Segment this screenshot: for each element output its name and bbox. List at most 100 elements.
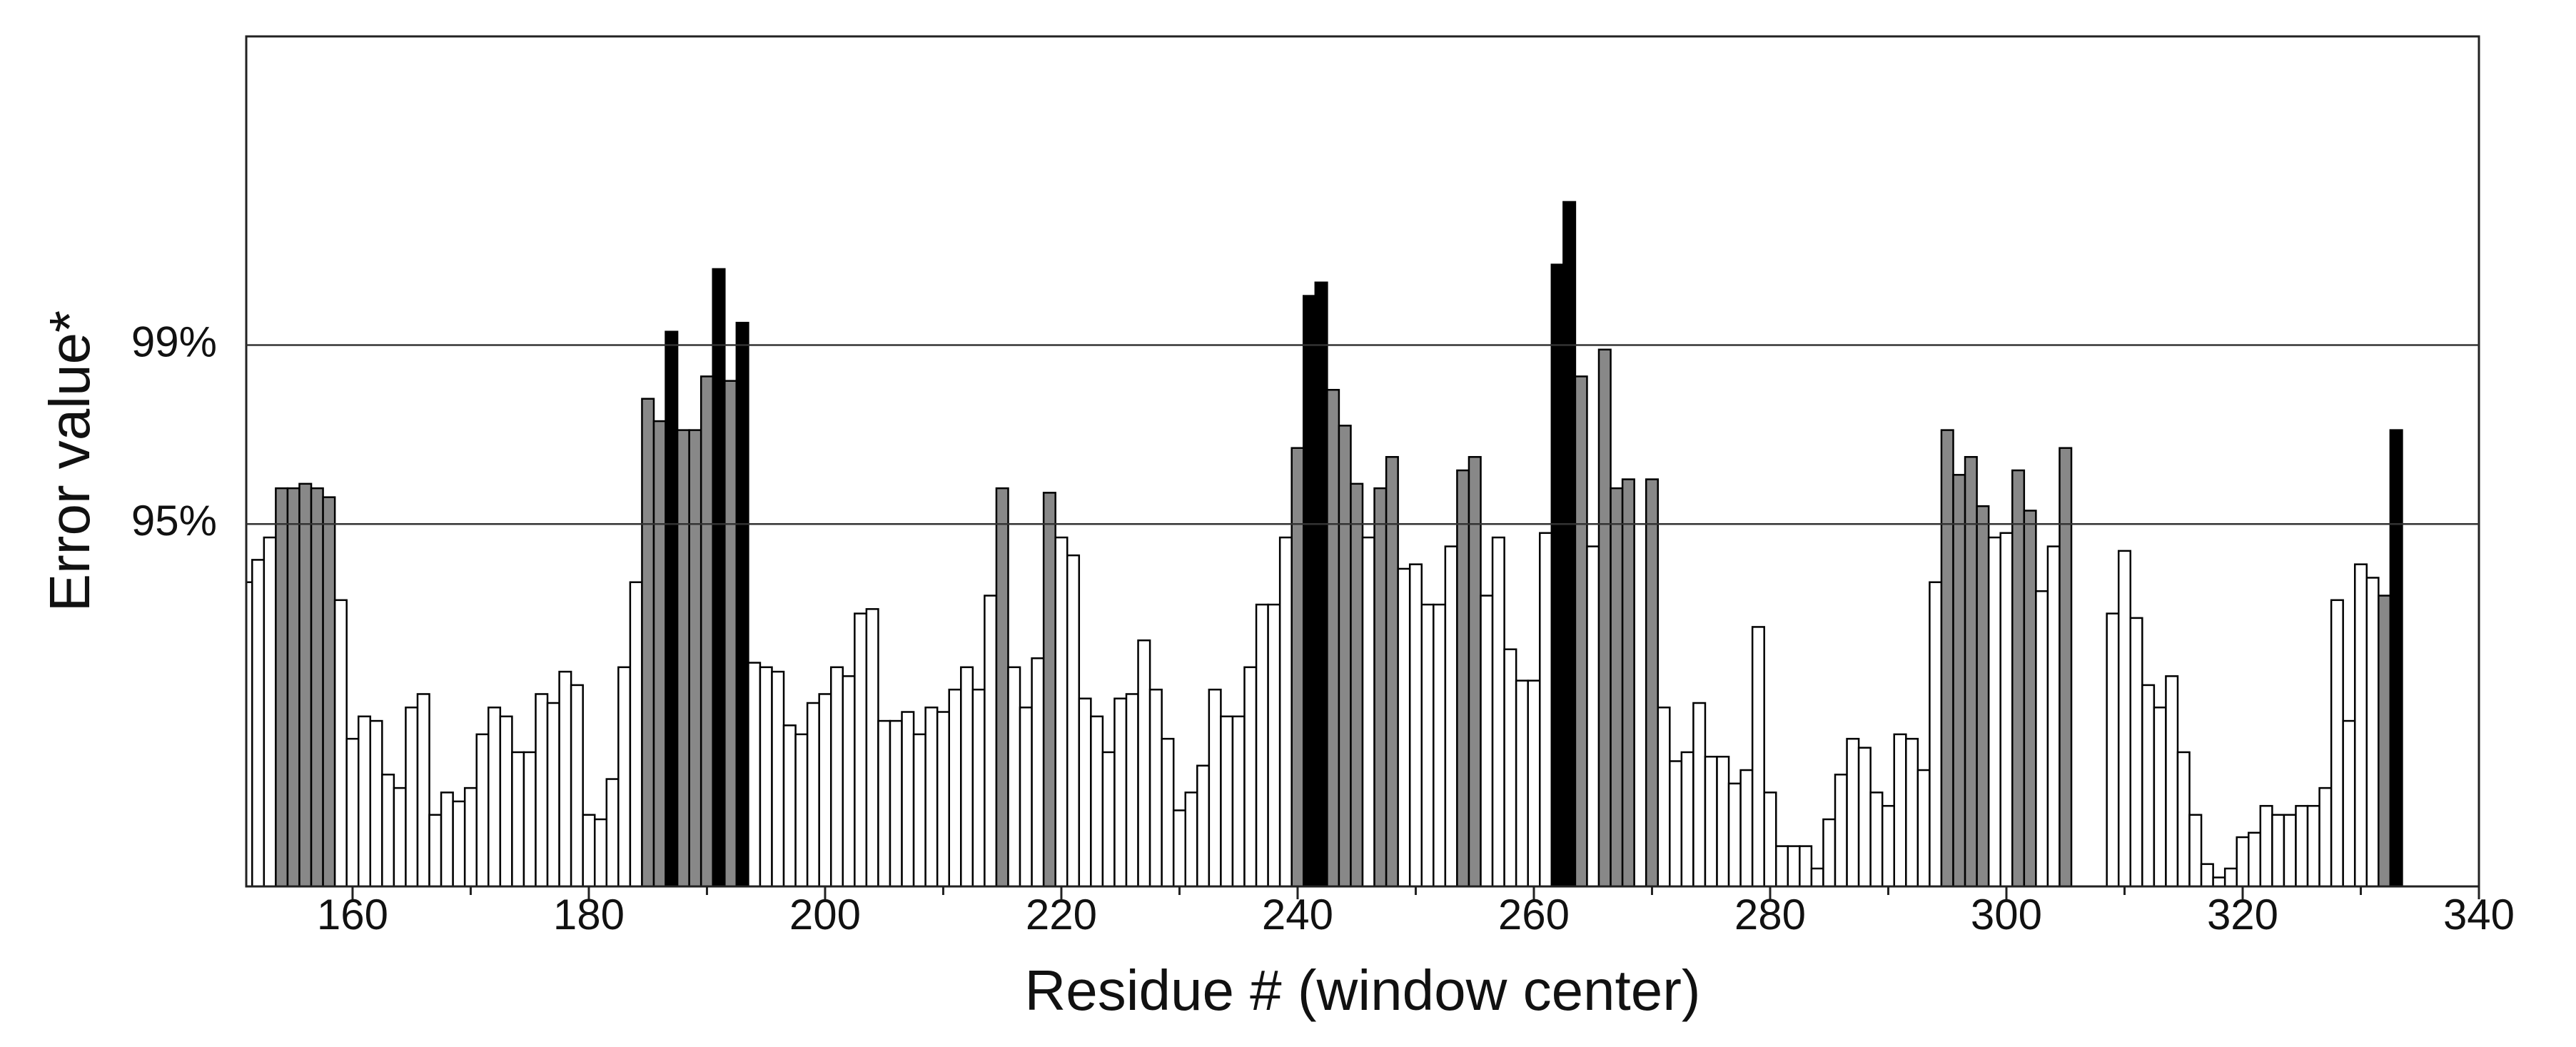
bar (2259, 804, 2273, 886)
bar (322, 496, 336, 886)
bar (782, 724, 797, 886)
bar (593, 818, 608, 886)
bar (1338, 425, 1352, 886)
bar (1799, 845, 1813, 886)
bar (1952, 474, 1966, 886)
bar (1420, 603, 1435, 886)
bar (416, 693, 430, 886)
bar (1822, 818, 1837, 886)
bar (381, 774, 395, 886)
bar (1456, 469, 1470, 886)
bar (924, 707, 939, 886)
bar (2212, 876, 2226, 886)
bar (2176, 751, 2191, 886)
bar (735, 321, 749, 886)
bar (806, 702, 820, 886)
bar (865, 608, 879, 886)
bar (771, 670, 785, 886)
bar (1539, 532, 1553, 886)
bar (1929, 581, 1943, 886)
bar (1326, 388, 1340, 886)
bar (2059, 447, 2073, 886)
bar (1503, 648, 1517, 886)
bar (877, 719, 892, 886)
bar (1739, 769, 1754, 886)
bar-group (246, 201, 2403, 886)
y-tick-label: 99% (131, 318, 217, 365)
bar (1586, 545, 1600, 886)
x-tick-label: 340 (2443, 891, 2515, 939)
bar (1515, 679, 1529, 886)
bar (463, 786, 478, 886)
bar (2188, 814, 2203, 886)
bar (2353, 563, 2368, 886)
bar (1101, 751, 1116, 886)
bar (1255, 603, 1269, 886)
bar (1669, 760, 1683, 886)
bar (1775, 845, 1789, 886)
bar (1787, 845, 1801, 886)
bar (794, 733, 809, 886)
bar (535, 693, 549, 886)
bar (948, 688, 962, 886)
bar (1208, 688, 1222, 886)
bar (724, 380, 738, 886)
bar (369, 719, 383, 886)
bar (275, 487, 289, 886)
bar (1727, 782, 1742, 886)
bar (1597, 348, 1612, 886)
y-tick-label: 95% (131, 497, 217, 545)
bar (582, 814, 596, 886)
bar (605, 778, 620, 886)
bar (2306, 804, 2320, 886)
plot-frame (245, 35, 2480, 888)
bar (499, 715, 513, 886)
x-tick-label: 280 (1734, 891, 1806, 939)
bar (2223, 867, 2238, 886)
bar (936, 711, 950, 886)
bar (1881, 804, 1896, 886)
x-tick-label: 200 (789, 891, 861, 939)
bar (1468, 455, 1482, 886)
bar (1231, 715, 1246, 886)
bar (842, 675, 856, 886)
bar (1350, 482, 1364, 886)
bar (251, 559, 266, 886)
bar (2106, 612, 2120, 886)
x-tick-label: 300 (1971, 891, 2042, 939)
bar (1940, 429, 1954, 886)
x-tick-label: 220 (1026, 891, 1097, 939)
x-tick-label: 320 (2207, 891, 2278, 939)
bar (1433, 603, 1447, 886)
bar (488, 707, 502, 886)
bar (2389, 429, 2403, 886)
bar (829, 666, 844, 886)
bar (2023, 510, 2037, 886)
bar (1810, 867, 1824, 886)
bar (1054, 536, 1069, 886)
bar (357, 715, 372, 886)
bar (2141, 684, 2156, 886)
bar (1763, 791, 1777, 886)
bar (960, 666, 974, 886)
bar (1278, 536, 1293, 886)
bar (2236, 836, 2250, 886)
bar (2295, 804, 2309, 886)
bar (1078, 697, 1092, 886)
x-axis-title: Residue # (window center) (1024, 959, 1700, 1022)
bar (901, 711, 915, 886)
bar (2365, 577, 2380, 886)
bar (665, 330, 679, 886)
bar (1113, 697, 1128, 886)
bar (1125, 693, 1139, 886)
bar (854, 612, 868, 886)
bar (1137, 639, 1151, 886)
bar (1869, 791, 1884, 886)
bar (984, 595, 998, 886)
bar (2330, 599, 2344, 886)
bar (1716, 755, 1730, 886)
bar (1066, 554, 1081, 886)
bar (759, 666, 773, 886)
bar (712, 268, 726, 886)
